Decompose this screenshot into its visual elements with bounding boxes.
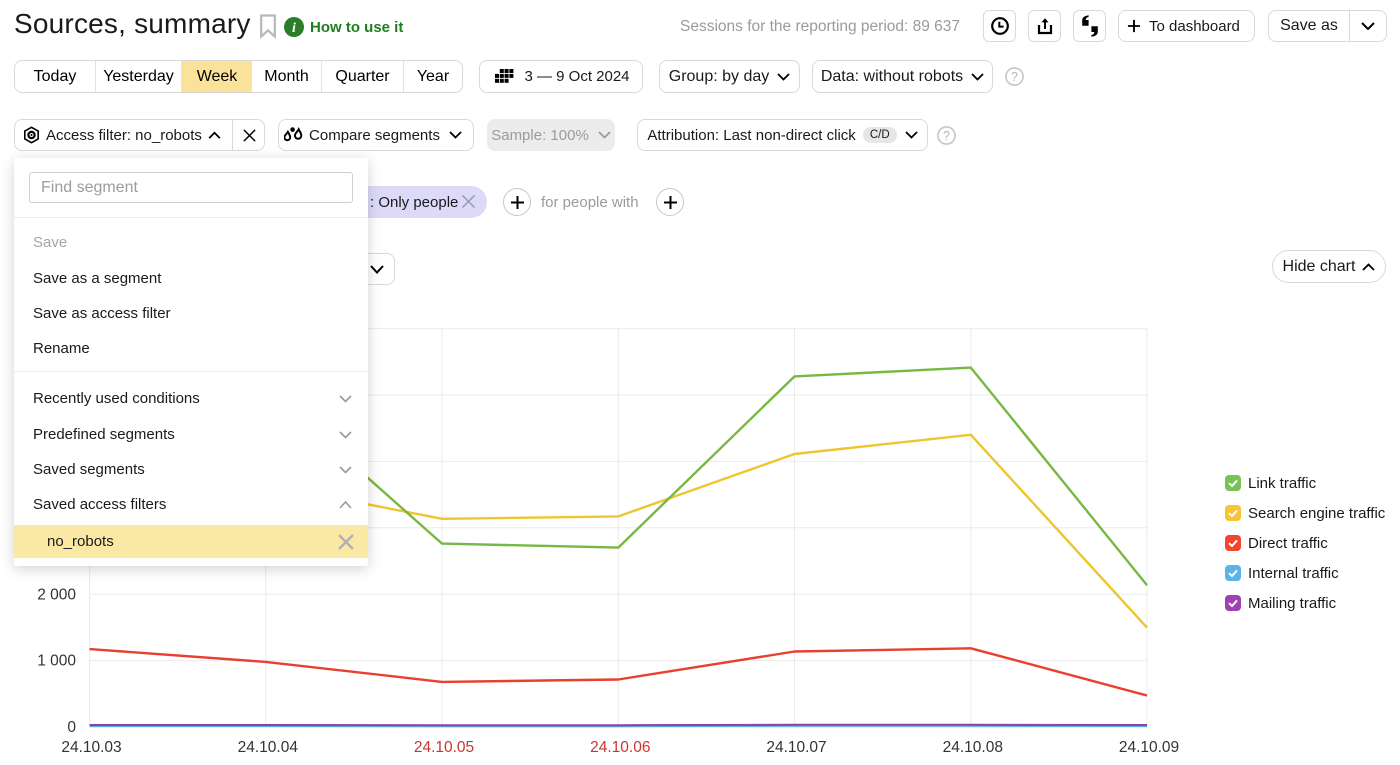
svg-text:24.10.03: 24.10.03 [61, 739, 121, 756]
svg-text:24.10.07: 24.10.07 [766, 739, 826, 756]
svg-text:?: ? [943, 129, 950, 143]
svg-text:24.10.06: 24.10.06 [590, 739, 650, 756]
svg-text:24.10.08: 24.10.08 [943, 739, 1003, 756]
svg-text:0: 0 [67, 719, 76, 736]
svg-text:i: i [292, 21, 296, 36]
svg-text:24.10.05: 24.10.05 [414, 739, 474, 756]
svg-text:24.10.09: 24.10.09 [1119, 739, 1179, 756]
svg-text:?: ? [1011, 70, 1018, 84]
svg-text:2 000: 2 000 [37, 587, 76, 604]
svg-text:24.10.04: 24.10.04 [238, 739, 299, 756]
svg-text:1 000: 1 000 [37, 653, 76, 670]
